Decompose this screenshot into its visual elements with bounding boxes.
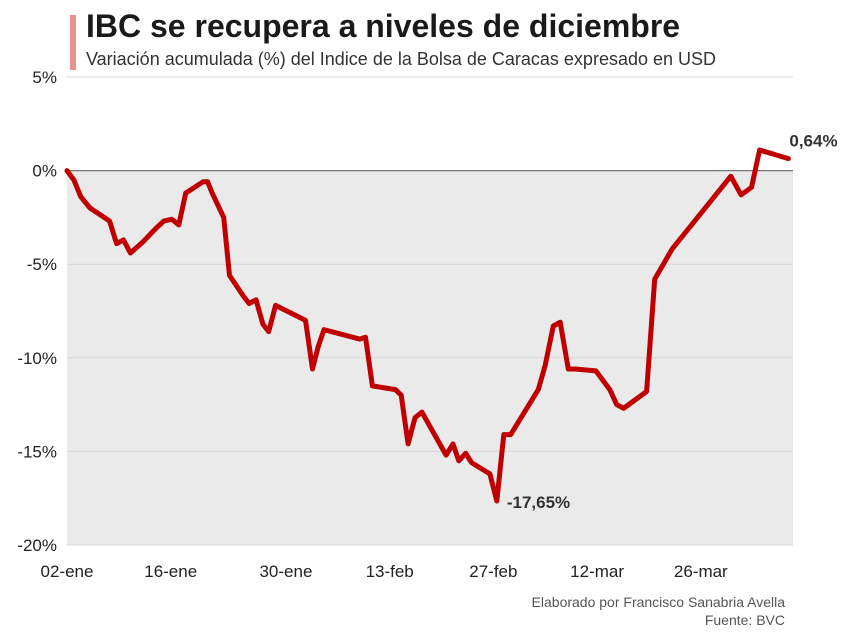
x-tick-label: 13-feb (366, 562, 414, 581)
chart-credit-source: Fuente: BVC (704, 612, 785, 628)
x-tick-label: 16-ene (144, 562, 197, 581)
y-tick-label: -15% (17, 442, 57, 461)
x-tick-label: 26-mar (674, 562, 728, 581)
chart-credit-author: Elaborado por Francisco Sanabria Avella (531, 594, 785, 610)
chart-title: IBC se recupera a niveles de diciembre (86, 8, 681, 44)
y-tick-label: -10% (17, 349, 57, 368)
data-label-min: -17,65% (507, 493, 570, 512)
y-tick-label: -20% (17, 536, 57, 555)
x-tick-label: 12-mar (570, 562, 624, 581)
data-label-last: 0,64% (789, 132, 837, 151)
x-tick-label: 02-ene (41, 562, 94, 581)
y-tick-label: 5% (32, 68, 57, 87)
x-tick-label: 30-ene (259, 562, 312, 581)
y-tick-label: 0% (32, 162, 57, 181)
x-tick-label: 27-feb (469, 562, 517, 581)
chart-subtitle: Variación acumulada (%) del Indice de la… (86, 49, 717, 69)
y-tick-label: -5% (27, 255, 57, 274)
title-accent-bar (70, 15, 76, 70)
series-line-ibc (64, 147, 791, 504)
